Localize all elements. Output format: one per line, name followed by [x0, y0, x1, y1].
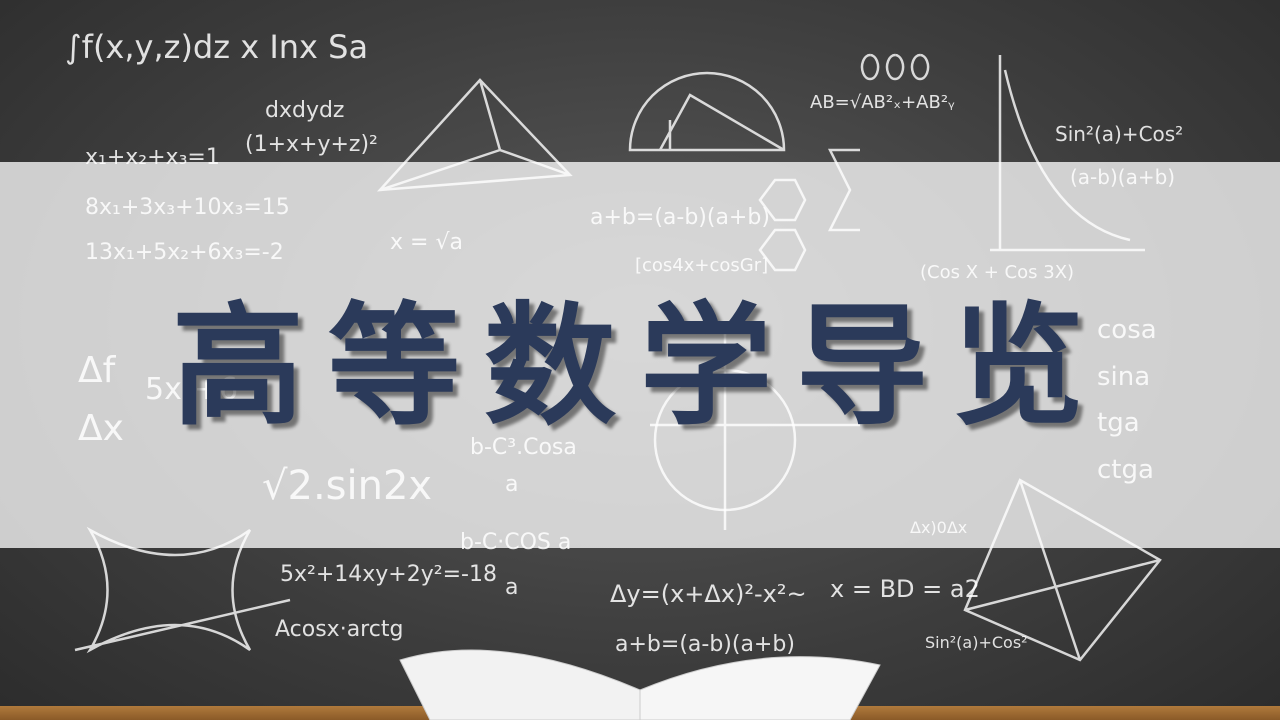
- title-band: [0, 162, 1280, 548]
- hyperboloid: [74, 526, 291, 654]
- formula: Sin²(a)+Cos²: [1055, 122, 1184, 146]
- title: 高等数学导览: [172, 289, 1108, 444]
- formula: dxdydz: [265, 98, 345, 123]
- semicircle: [628, 71, 786, 152]
- formula: Δy=(x+Δx)²-x²~: [610, 580, 807, 608]
- rings: [860, 53, 930, 81]
- formula: a: [505, 575, 519, 600]
- book-page-right: [639, 656, 881, 720]
- formula: Acosx·arctg: [275, 617, 404, 642]
- book-page-left: [399, 649, 641, 720]
- formula: Sin²(a)+Cos²: [925, 633, 1028, 652]
- formula: x = BD = a2: [830, 575, 980, 603]
- formula: AB=√AB²ₓ+AB²ᵧ: [810, 92, 955, 113]
- formula: ∫f(x,y,z)dz x Inx Sa: [65, 28, 369, 66]
- formula: (1+x+y+z)²: [245, 132, 378, 157]
- formula: 5x²+14xy+2y²=-18: [280, 562, 497, 587]
- formula: a+b=(a-b)(a+b): [615, 632, 795, 657]
